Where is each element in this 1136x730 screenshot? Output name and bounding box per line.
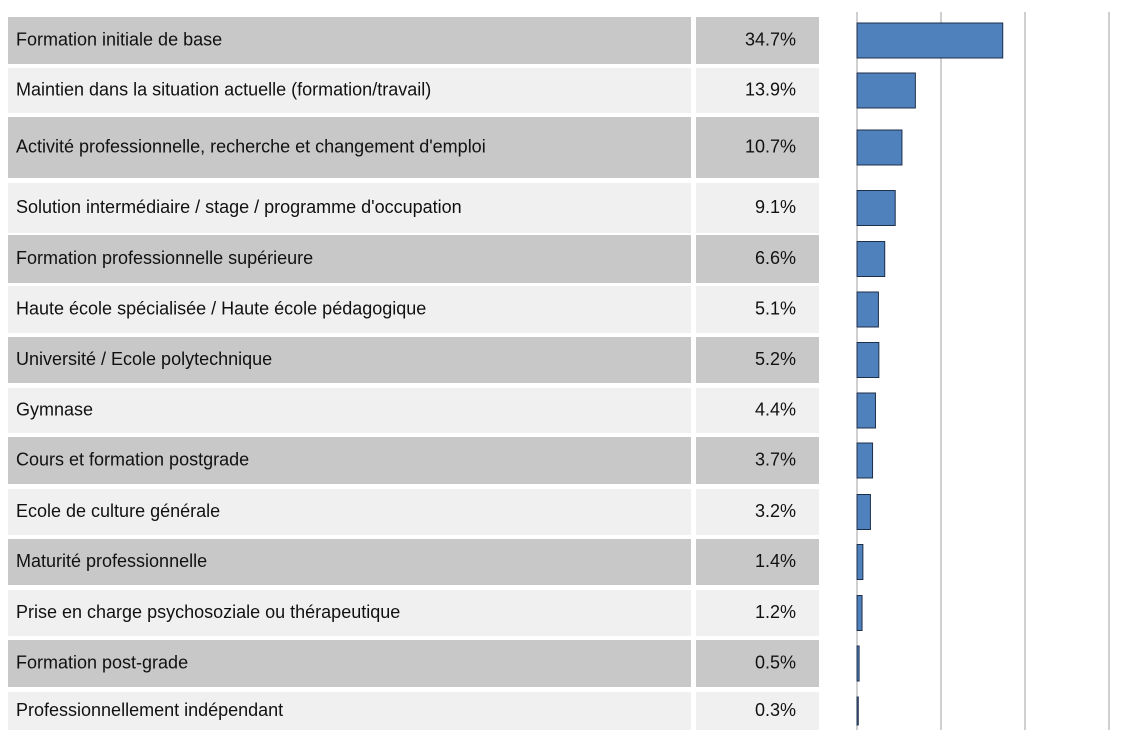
label-cell	[8, 640, 691, 687]
category-label: Professionnellement indépendant	[16, 700, 283, 720]
bar	[856, 544, 864, 580]
bar	[856, 442, 874, 479]
value-label: 4.4%	[755, 399, 796, 419]
bar	[856, 190, 896, 226]
bar	[856, 392, 876, 429]
bar	[856, 342, 880, 378]
category-label: Formation initiale de base	[16, 29, 222, 49]
category-label: Maturité professionnelle	[16, 551, 207, 571]
bar	[856, 22, 1004, 59]
bar	[856, 72, 916, 109]
value-label: 3.7%	[755, 449, 796, 469]
category-label: Solution intermédiaire / stage / program…	[16, 197, 462, 217]
label-cell	[8, 17, 691, 64]
value-label: 5.2%	[755, 349, 796, 369]
value-label: 34.7%	[745, 29, 796, 49]
value-cell	[696, 235, 819, 283]
label-cell	[8, 388, 691, 433]
value-cell	[696, 337, 819, 383]
value-label: 5.1%	[755, 298, 796, 318]
label-cell	[8, 692, 691, 730]
label-cell	[8, 68, 691, 113]
label-cell	[8, 590, 691, 636]
value-cell	[696, 489, 819, 535]
label-cell	[8, 337, 691, 383]
value-label: 3.2%	[755, 501, 796, 521]
value-cell	[696, 437, 819, 484]
value-label: 1.2%	[755, 602, 796, 622]
value-cell	[696, 286, 819, 333]
label-cell	[8, 235, 691, 283]
value-cell	[696, 183, 819, 233]
bar	[856, 494, 871, 530]
value-cell	[696, 17, 819, 64]
bar	[856, 595, 863, 631]
value-cell	[696, 640, 819, 687]
bar	[856, 129, 903, 166]
label-cell	[8, 539, 691, 585]
category-label: Formation professionnelle supérieure	[16, 248, 313, 268]
value-label: 10.7%	[745, 136, 796, 156]
category-label: Université / Ecole polytechnique	[16, 349, 272, 369]
value-label: 0.3%	[755, 700, 796, 720]
label-cell	[8, 437, 691, 484]
bar	[856, 645, 860, 682]
label-cell	[8, 286, 691, 333]
category-label: Haute école spécialisée / Haute école pé…	[16, 298, 426, 318]
label-cell	[8, 183, 691, 233]
category-label: Cours et formation postgrade	[16, 449, 249, 469]
value-label: 0.5%	[755, 652, 796, 672]
label-cell	[8, 117, 691, 178]
category-label: Gymnase	[16, 399, 93, 419]
bar	[856, 291, 879, 328]
category-label: Maintien dans la situation actuelle (for…	[16, 79, 431, 99]
value-cell	[696, 388, 819, 433]
value-label: 1.4%	[755, 551, 796, 571]
value-label: 9.1%	[755, 197, 796, 217]
value-cell	[696, 539, 819, 585]
category-label: Activité professionnelle, recherche et c…	[16, 136, 486, 156]
value-cell	[696, 692, 819, 730]
value-label: 13.9%	[745, 79, 796, 99]
category-label: Ecole de culture générale	[16, 501, 220, 521]
value-cell	[696, 590, 819, 636]
value-cell	[696, 117, 819, 178]
bar	[856, 241, 886, 277]
label-cell	[8, 489, 691, 535]
category-label: Formation post-grade	[16, 652, 188, 672]
value-cell	[696, 68, 819, 113]
value-label: 6.6%	[755, 248, 796, 268]
bar	[856, 696, 859, 726]
category-label: Prise en charge psychosoziale ou thérape…	[16, 602, 400, 622]
